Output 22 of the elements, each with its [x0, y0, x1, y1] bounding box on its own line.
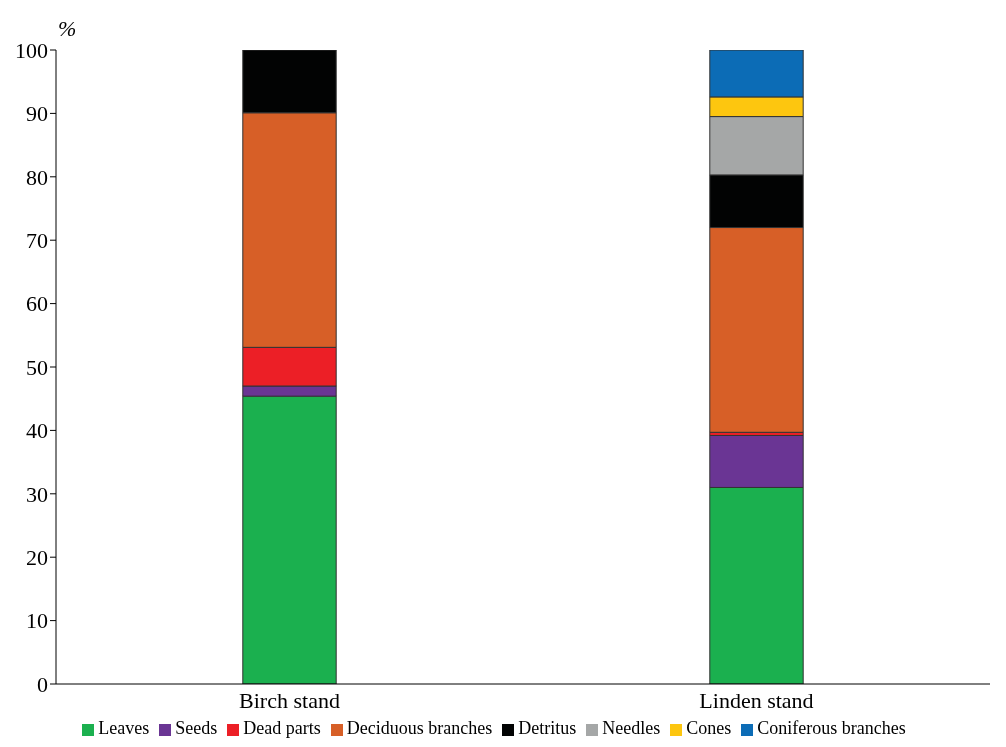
- legend-label: Leaves: [98, 718, 150, 738]
- legend-label: Deciduous branches: [346, 718, 493, 738]
- y-tick-label: 10: [26, 608, 48, 634]
- y-tick-label: 70: [26, 228, 48, 254]
- y-axis-title: %: [58, 16, 77, 42]
- legend-label: Seeds: [175, 718, 218, 738]
- x-tick-label: Linden stand: [699, 687, 814, 713]
- y-tick-label: 50: [26, 354, 48, 380]
- legend-label: Cones: [686, 718, 732, 738]
- y-tick-label: 20: [26, 545, 48, 571]
- legend-label: Needles: [602, 718, 661, 738]
- y-tick-label: 90: [26, 101, 48, 127]
- y-tick-label: 80: [26, 164, 48, 190]
- y-tick-label: 0: [37, 671, 48, 697]
- y-tick-label: 40: [26, 418, 48, 444]
- legend-label: Detritus: [518, 718, 577, 738]
- y-tick-label: 30: [26, 481, 48, 507]
- legend-label: Coniferous branches: [757, 718, 906, 738]
- y-tick-label: 100: [15, 37, 48, 63]
- y-tick-label: 60: [26, 291, 48, 317]
- x-tick-label: Birch stand: [239, 687, 340, 713]
- legend-label: Dead parts: [243, 718, 321, 738]
